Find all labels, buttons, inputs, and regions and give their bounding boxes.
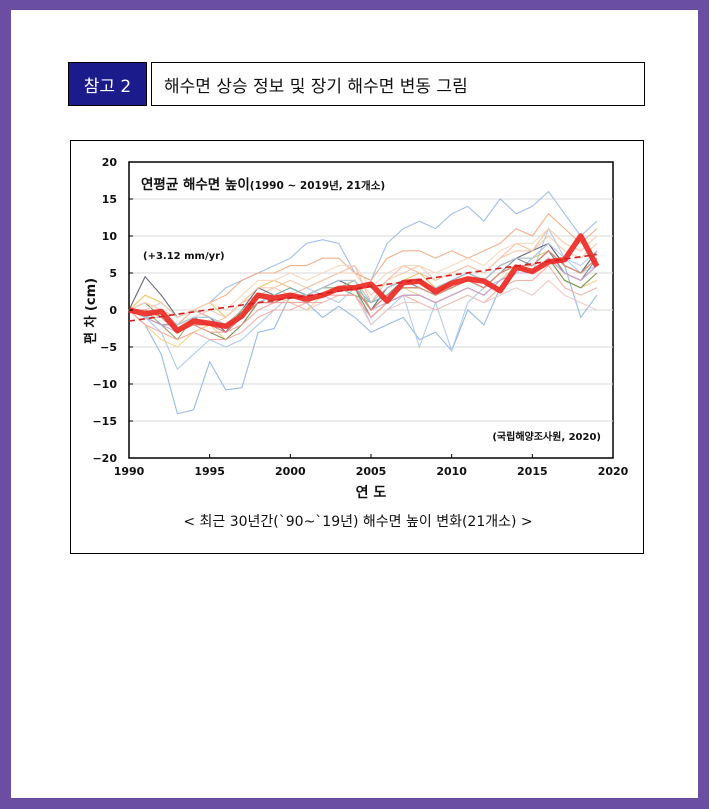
x-axis-label: 연 도 (356, 485, 387, 501)
trend-series (128, 253, 597, 322)
x-tick-label-6: 2020 (598, 465, 629, 478)
x-tick-labels: 1990 1995 2000 2005 2010 2015 2020 (114, 454, 629, 478)
source-label: (국립해양조사원, 2020) (492, 430, 601, 443)
y-tick-label-5: −5 (100, 341, 117, 354)
chart-title-suffix: (1990 ~ 2019년, 21개소) (250, 179, 385, 192)
y-tick-label-7: −15 (92, 415, 117, 428)
figure-frame: 20 15 10 5 0 −5 −10 −15 −20 1990 1995 2000 2005 2010… (70, 140, 644, 554)
y-tick-label-3: 5 (109, 267, 117, 280)
mean-series (128, 233, 600, 334)
reference-tag: 참고 2 (68, 62, 147, 106)
x-tick-label-3: 2005 (356, 465, 387, 478)
chart-title: 연평균 해수면 높이(1990 ~ 2019년, 21개소) (141, 176, 385, 193)
x-tick-label-0: 1990 (114, 465, 145, 478)
y-tick-label-1: 15 (102, 193, 117, 206)
station-series-19 (128, 227, 598, 319)
y-tick-label-2: 10 (102, 230, 118, 243)
trend-line (128, 253, 597, 322)
mean-line (128, 233, 600, 334)
y-tick-label-6: −10 (92, 378, 117, 391)
y-tick-label-8: −20 (92, 452, 117, 465)
reference-title: 해수면 상승 정보 및 장기 해수면 변동 그림 (151, 62, 645, 106)
y-axis-label: 편 차 (cm) (83, 278, 99, 344)
x-tick-label-1: 1995 (194, 465, 225, 478)
y-tick-label-0: 20 (102, 156, 118, 169)
figure-caption: < 최근 30년간(`90~`19년) 해수면 높이 변화(21개소) > (183, 514, 533, 530)
y-tick-labels: 20 15 10 5 0 −5 −10 −15 −20 (92, 156, 133, 465)
x-tick-label-5: 2015 (517, 465, 548, 478)
x-tick-label-2: 2000 (275, 465, 306, 478)
trend-label: (+3.12 mm/yr) (143, 251, 225, 262)
station-lines (128, 190, 598, 415)
station-series-20 (128, 242, 598, 326)
chart-title-main: 연평균 해수면 높이 (141, 176, 250, 193)
document-page: 참고 2 해수면 상승 정보 및 장기 해수면 변동 그림 20 15 10 5 0 −5… (11, 10, 698, 798)
x-tick-label-4: 2010 (436, 465, 467, 478)
y-tick-label-4: 0 (109, 304, 117, 317)
station-series-13 (129, 279, 598, 326)
